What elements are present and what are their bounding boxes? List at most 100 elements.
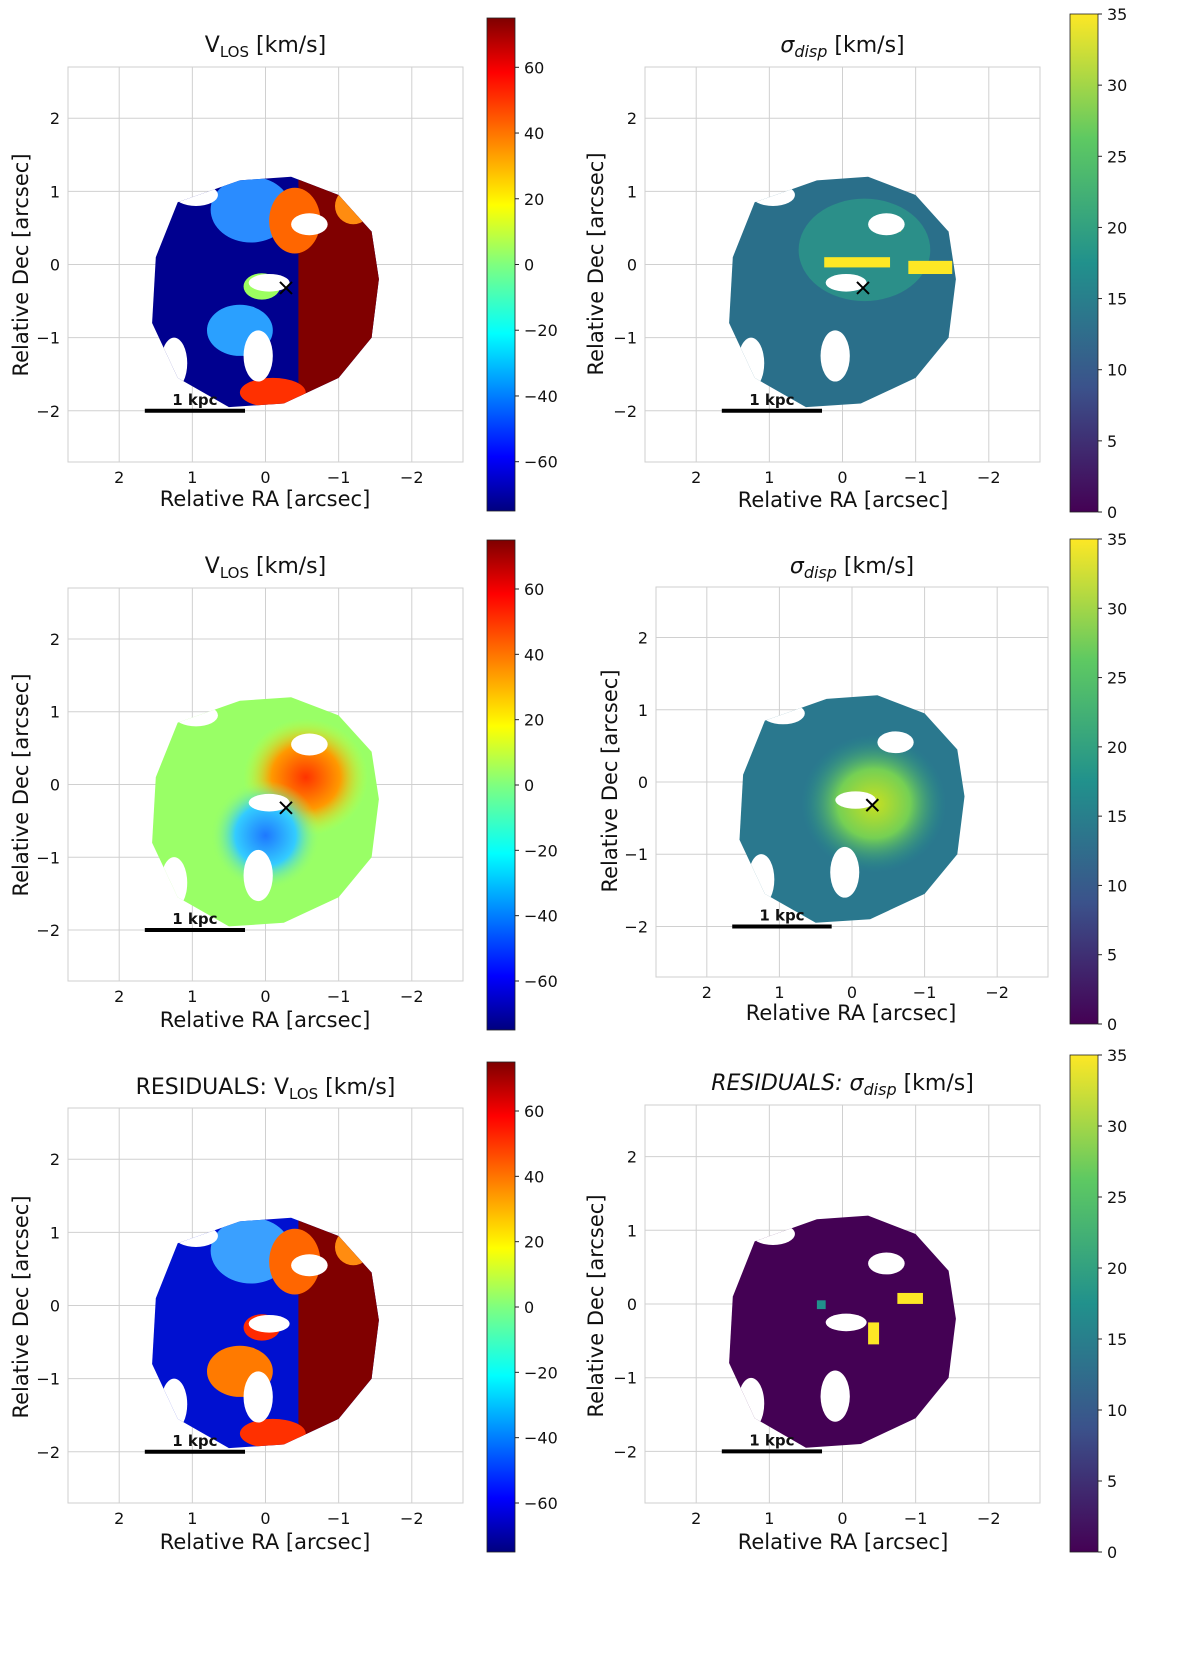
vlos-observed-masked-region xyxy=(243,330,273,382)
vlos-residuals-panel: 2 1 0 −1 −2 −2 −1 0 1 2 RESIDUALS: VLOS [km/s] 1 kp… xyxy=(36,1061,558,1553)
sigma-residuals-xtick-label: −1 xyxy=(904,1509,928,1528)
vlos-model-xtick-label: 2 xyxy=(114,987,124,1006)
vlos-residuals-scale-bar-label: 1 kpc xyxy=(172,1432,217,1450)
vlos-observed-cbar-tick-label: −40 xyxy=(524,387,558,406)
vlos-model-cbar-tick-label: 40 xyxy=(524,645,544,664)
vlos-observed-xtick-label: 0 xyxy=(260,468,270,487)
sigma-residuals-cbar-tick-label: 35 xyxy=(1107,1046,1127,1065)
sigma-model-cbar-tick-label: 10 xyxy=(1107,876,1127,895)
vlos-model-cbar-tick-label: 60 xyxy=(524,580,544,599)
sigma-model-xtick-label: −2 xyxy=(985,983,1009,1002)
vlos-observed-xtick-label: −1 xyxy=(327,468,351,487)
sigma-observed-ytick-label: −1 xyxy=(613,329,637,348)
vlos-model-title: VLOS [km/s] xyxy=(205,554,326,582)
sigma-observed-xtick-label: 0 xyxy=(837,468,847,487)
panel5-xlabel: Relative RA [arcsec] xyxy=(160,1530,371,1554)
sigma-observed-center-marker xyxy=(856,281,870,295)
vlos-residuals-cbar-tick-label: −60 xyxy=(524,1494,558,1513)
vlos-residuals-colorbar xyxy=(486,1061,516,1553)
vlos-residuals-xtick-label: 1 xyxy=(187,1509,197,1528)
sigma-observed-xtick-label: 1 xyxy=(764,468,774,487)
sigma-residuals-cbar-tick-label: 0 xyxy=(1107,1543,1117,1562)
sigma-residuals-masked-region xyxy=(868,1252,905,1275)
sigma-residuals-ytick-label: 1 xyxy=(627,1221,637,1240)
sigma-model-cbar-tick-label: 25 xyxy=(1107,669,1127,688)
panel3-xlabel: Relative RA [arcsec] xyxy=(160,1008,371,1032)
sigma-observed-cbar-tick-label: 30 xyxy=(1107,76,1127,95)
sigma-residuals-ytick-label: 2 xyxy=(627,1148,637,1167)
vlos-residuals-cbar-tick-label: 40 xyxy=(524,1167,544,1186)
sigma-residuals-hot-patch-1 xyxy=(897,1292,923,1304)
sigma-model-colorbar xyxy=(1069,538,1099,1025)
sigma-observed-hot-band-2 xyxy=(908,260,953,275)
sigma-model-masked-region xyxy=(877,731,914,754)
vlos-model-masked-region xyxy=(243,849,273,902)
panel4-xlabel: Relative RA [arcsec] xyxy=(746,1001,957,1025)
sigma-model-xtick-label: −1 xyxy=(913,983,937,1002)
sigma-model-cbar-tick-label: 30 xyxy=(1107,599,1127,618)
sigma-model-ytick-label: 2 xyxy=(638,629,648,648)
vlos-model-ytick-label: 0 xyxy=(50,776,60,795)
sigma-model-cbar-tick-label: 0 xyxy=(1107,1015,1117,1034)
vlos-observed-title: VLOS [km/s] xyxy=(205,33,326,61)
sigma-observed-masked-region xyxy=(820,330,850,382)
sigma-observed-cbar-tick-label: 15 xyxy=(1107,290,1127,309)
sigma-observed-cbar-tick-label: 20 xyxy=(1107,218,1127,237)
vlos-observed-center-marker xyxy=(279,281,293,295)
sigma-model-center-marker xyxy=(865,798,880,812)
sigma-observed-hot-band-1 xyxy=(824,257,891,268)
sigma-residuals-map xyxy=(729,1215,956,1448)
vlos-residuals-xtick-label: −1 xyxy=(327,1509,351,1528)
sigma-residuals-colorbar xyxy=(1069,1054,1099,1553)
vlos-model-xtick-label: 0 xyxy=(260,987,270,1006)
vlos-residuals-south-edge xyxy=(239,1418,306,1449)
vlos-model-colorbar xyxy=(486,539,516,1031)
vlos-model-cbar-tick-label: −60 xyxy=(524,972,558,991)
sigma-residuals-title: RESIDUALS: σdisp [km/s] xyxy=(711,1071,974,1099)
sigma-residuals-xtick-label: 1 xyxy=(764,1509,774,1528)
sigma-residuals-cbar-tick-label: 20 xyxy=(1107,1259,1127,1278)
vlos-observed-cbar-tick-label: 20 xyxy=(524,190,544,209)
sigma-model-cbar-tick-label: 35 xyxy=(1107,530,1127,549)
vlos-residuals-cbar-tick-label: −20 xyxy=(524,1363,558,1382)
sigma-residuals-xtick-label: −2 xyxy=(977,1509,1001,1528)
sigma-observed-xtick-label: 2 xyxy=(691,468,701,487)
vlos-residuals-ytick-label: 1 xyxy=(50,1223,60,1242)
panel2-ylabel: Relative Dec [arcsec] xyxy=(584,152,608,375)
sigma-observed-ytick-label: 0 xyxy=(627,256,637,275)
vlos-model-cbar-tick-label: −40 xyxy=(524,907,558,926)
vlos-observed-scale-bar-label: 1 kpc xyxy=(172,391,217,409)
sigma-model-xtick-label: 2 xyxy=(702,983,712,1002)
sigma-residuals-ytick-label: −2 xyxy=(613,1442,637,1461)
vlos-model-map xyxy=(152,697,379,927)
sigma-observed-ytick-label: −2 xyxy=(613,402,637,421)
sigma-observed-colorbar xyxy=(1069,13,1099,513)
sigma-observed-masked-region xyxy=(825,274,867,292)
sigma-model-xtick-label: 0 xyxy=(847,983,857,1002)
sigma-model-cbar-tick-label: 20 xyxy=(1107,738,1127,757)
sigma-residuals-hot-patch-2 xyxy=(868,1322,880,1345)
sigma-residuals-ytick-label: 0 xyxy=(627,1295,637,1314)
vlos-model-xtick-label: −2 xyxy=(400,987,424,1006)
sigma-residuals-cbar-tick-label: 5 xyxy=(1107,1472,1117,1491)
panel4-ylabel: Relative Dec [arcsec] xyxy=(598,669,622,892)
vlos-model-scale-bar-label: 1 kpc xyxy=(172,910,217,928)
vlos-residuals-xtick-label: 0 xyxy=(260,1509,270,1528)
vlos-residuals-ytick-label: −2 xyxy=(36,1443,60,1462)
vlos-observed-map xyxy=(152,176,379,408)
vlos-model-blueshift-lobe xyxy=(210,780,321,891)
vlos-observed-panel: 2 1 0 −1 −2 −2 −1 0 1 2 VLOS [km/s] 1 kpc −60 −40 −20 0… xyxy=(36,17,558,512)
vlos-observed-ytick-label: −1 xyxy=(36,329,60,348)
sigma-model-ytick-label: −1 xyxy=(624,845,648,864)
vlos-observed-masked-region xyxy=(291,213,328,236)
panel3-ylabel: Relative Dec [arcsec] xyxy=(9,673,33,896)
vlos-residuals-ytick-label: 0 xyxy=(50,1297,60,1316)
vlos-model-ytick-label: −1 xyxy=(36,848,60,867)
sigma-model-cbar-tick-label: 15 xyxy=(1107,807,1127,826)
sigma-residuals-cbar-tick-label: 30 xyxy=(1107,1117,1127,1136)
vlos-observed-cbar-tick-label: −60 xyxy=(524,453,558,472)
sigma-model-masked-region xyxy=(835,791,876,809)
vlos-model-masked-region xyxy=(248,793,290,812)
sigma-residuals-cbar-tick-label: 15 xyxy=(1107,1330,1127,1349)
